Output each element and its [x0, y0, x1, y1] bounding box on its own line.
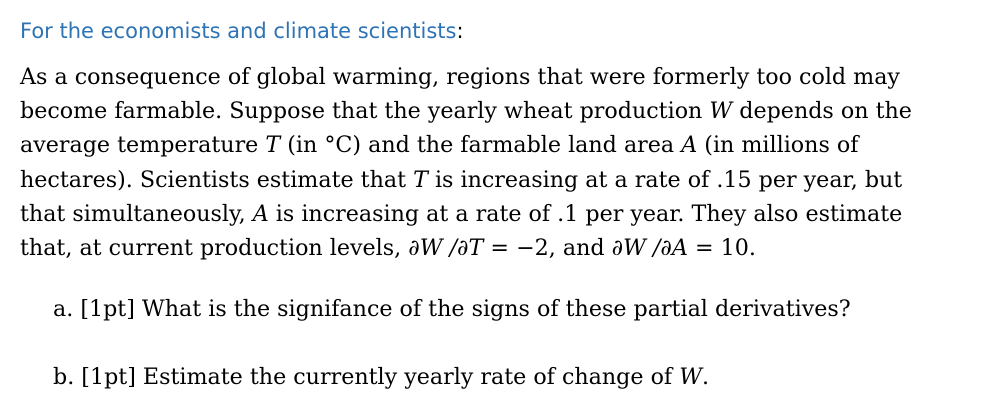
section-heading: For the economists and climate scientist… [20, 16, 464, 46]
paragraph-line-5: that simultaneously, A is increasing at … [20, 200, 903, 227]
paragraph-line-6: that, at current production levels, ∂W /… [20, 235, 756, 262]
paragraph-line-1: As a consequence of global warming, regi… [20, 64, 900, 90]
var-w: W [679, 364, 703, 390]
var-t: T [413, 166, 428, 193]
question-a-text: a. [1pt] What is the signifance of the s… [53, 296, 851, 322]
var-a: A [252, 200, 269, 227]
var-a: A [681, 132, 698, 159]
partial-dw-da: ∂W /∂A [611, 235, 688, 262]
var-w: W [709, 98, 733, 125]
question-b: b. [1pt] Estimate the currently yearly r… [53, 364, 710, 390]
var-t: T [265, 132, 281, 159]
heading-colon: : [456, 19, 464, 43]
question-b-text: b. [1pt] Estimate the currently yearly r… [53, 364, 680, 390]
question-a: a. [1pt] What is the signifance of the s… [53, 293, 851, 325]
paragraph-line-2: become farmable. Suppose that the yearly… [20, 98, 912, 125]
paragraph-line-3: average temperature T (in °C) and the fa… [20, 132, 859, 159]
problem-paragraph: As a consequence of global warming, regi… [20, 60, 995, 265]
heading-text: For the economists and climate scientist… [20, 19, 457, 43]
paragraph-line-4: hectares). Scientists estimate that T is… [20, 166, 903, 193]
partial-dw-dt: ∂W /∂T [408, 235, 484, 262]
